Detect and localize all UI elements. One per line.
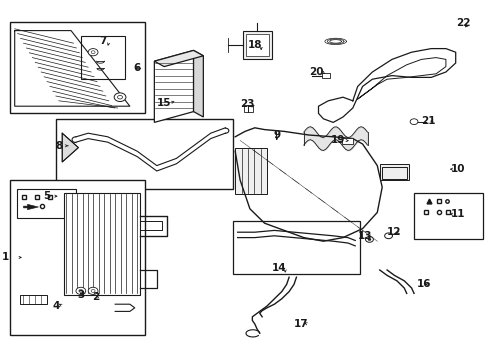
Text: 7: 7: [99, 36, 107, 46]
Polygon shape: [194, 50, 203, 117]
Circle shape: [91, 289, 95, 292]
Text: 23: 23: [240, 99, 255, 109]
Text: 5: 5: [43, 191, 50, 201]
Text: 13: 13: [358, 231, 372, 241]
Text: 6: 6: [134, 63, 141, 73]
Circle shape: [118, 95, 122, 99]
Text: 8: 8: [55, 141, 62, 151]
Text: 22: 22: [456, 18, 470, 28]
Bar: [235, 148, 267, 194]
Polygon shape: [62, 133, 78, 162]
Bar: [414, 193, 483, 239]
Text: 12: 12: [387, 227, 402, 237]
Bar: [56, 119, 233, 189]
Text: 15: 15: [157, 98, 172, 108]
Bar: [342, 138, 353, 144]
Circle shape: [88, 287, 98, 294]
Circle shape: [76, 287, 86, 294]
Text: 19: 19: [331, 135, 345, 145]
Circle shape: [368, 238, 371, 240]
Bar: [10, 22, 145, 113]
Bar: [380, 164, 409, 180]
Text: 10: 10: [451, 164, 465, 174]
Bar: [20, 295, 47, 304]
Bar: [244, 105, 253, 112]
Bar: [233, 221, 360, 274]
Circle shape: [385, 233, 392, 239]
Text: 18: 18: [247, 40, 262, 50]
Text: 1: 1: [2, 252, 9, 262]
Circle shape: [366, 237, 373, 242]
Text: 14: 14: [272, 263, 287, 273]
Bar: [382, 167, 407, 179]
Polygon shape: [154, 50, 194, 122]
Bar: [17, 189, 76, 218]
FancyArrow shape: [24, 204, 38, 210]
Text: 9: 9: [273, 130, 280, 140]
Bar: [322, 73, 330, 78]
Text: 17: 17: [294, 319, 309, 329]
Circle shape: [410, 119, 418, 125]
Circle shape: [91, 51, 95, 54]
Bar: [10, 180, 145, 335]
Bar: [81, 36, 125, 79]
Text: 2: 2: [92, 292, 99, 302]
Text: 4: 4: [52, 301, 60, 311]
Text: 11: 11: [451, 209, 465, 219]
Bar: [246, 34, 269, 56]
Text: 20: 20: [309, 67, 323, 77]
Text: 16: 16: [416, 279, 431, 289]
Circle shape: [114, 93, 126, 102]
Polygon shape: [154, 50, 203, 67]
Circle shape: [88, 49, 98, 56]
Bar: [243, 31, 272, 59]
Circle shape: [79, 289, 83, 292]
Text: 3: 3: [77, 290, 84, 300]
Bar: [64, 193, 140, 295]
Text: 21: 21: [421, 116, 436, 126]
